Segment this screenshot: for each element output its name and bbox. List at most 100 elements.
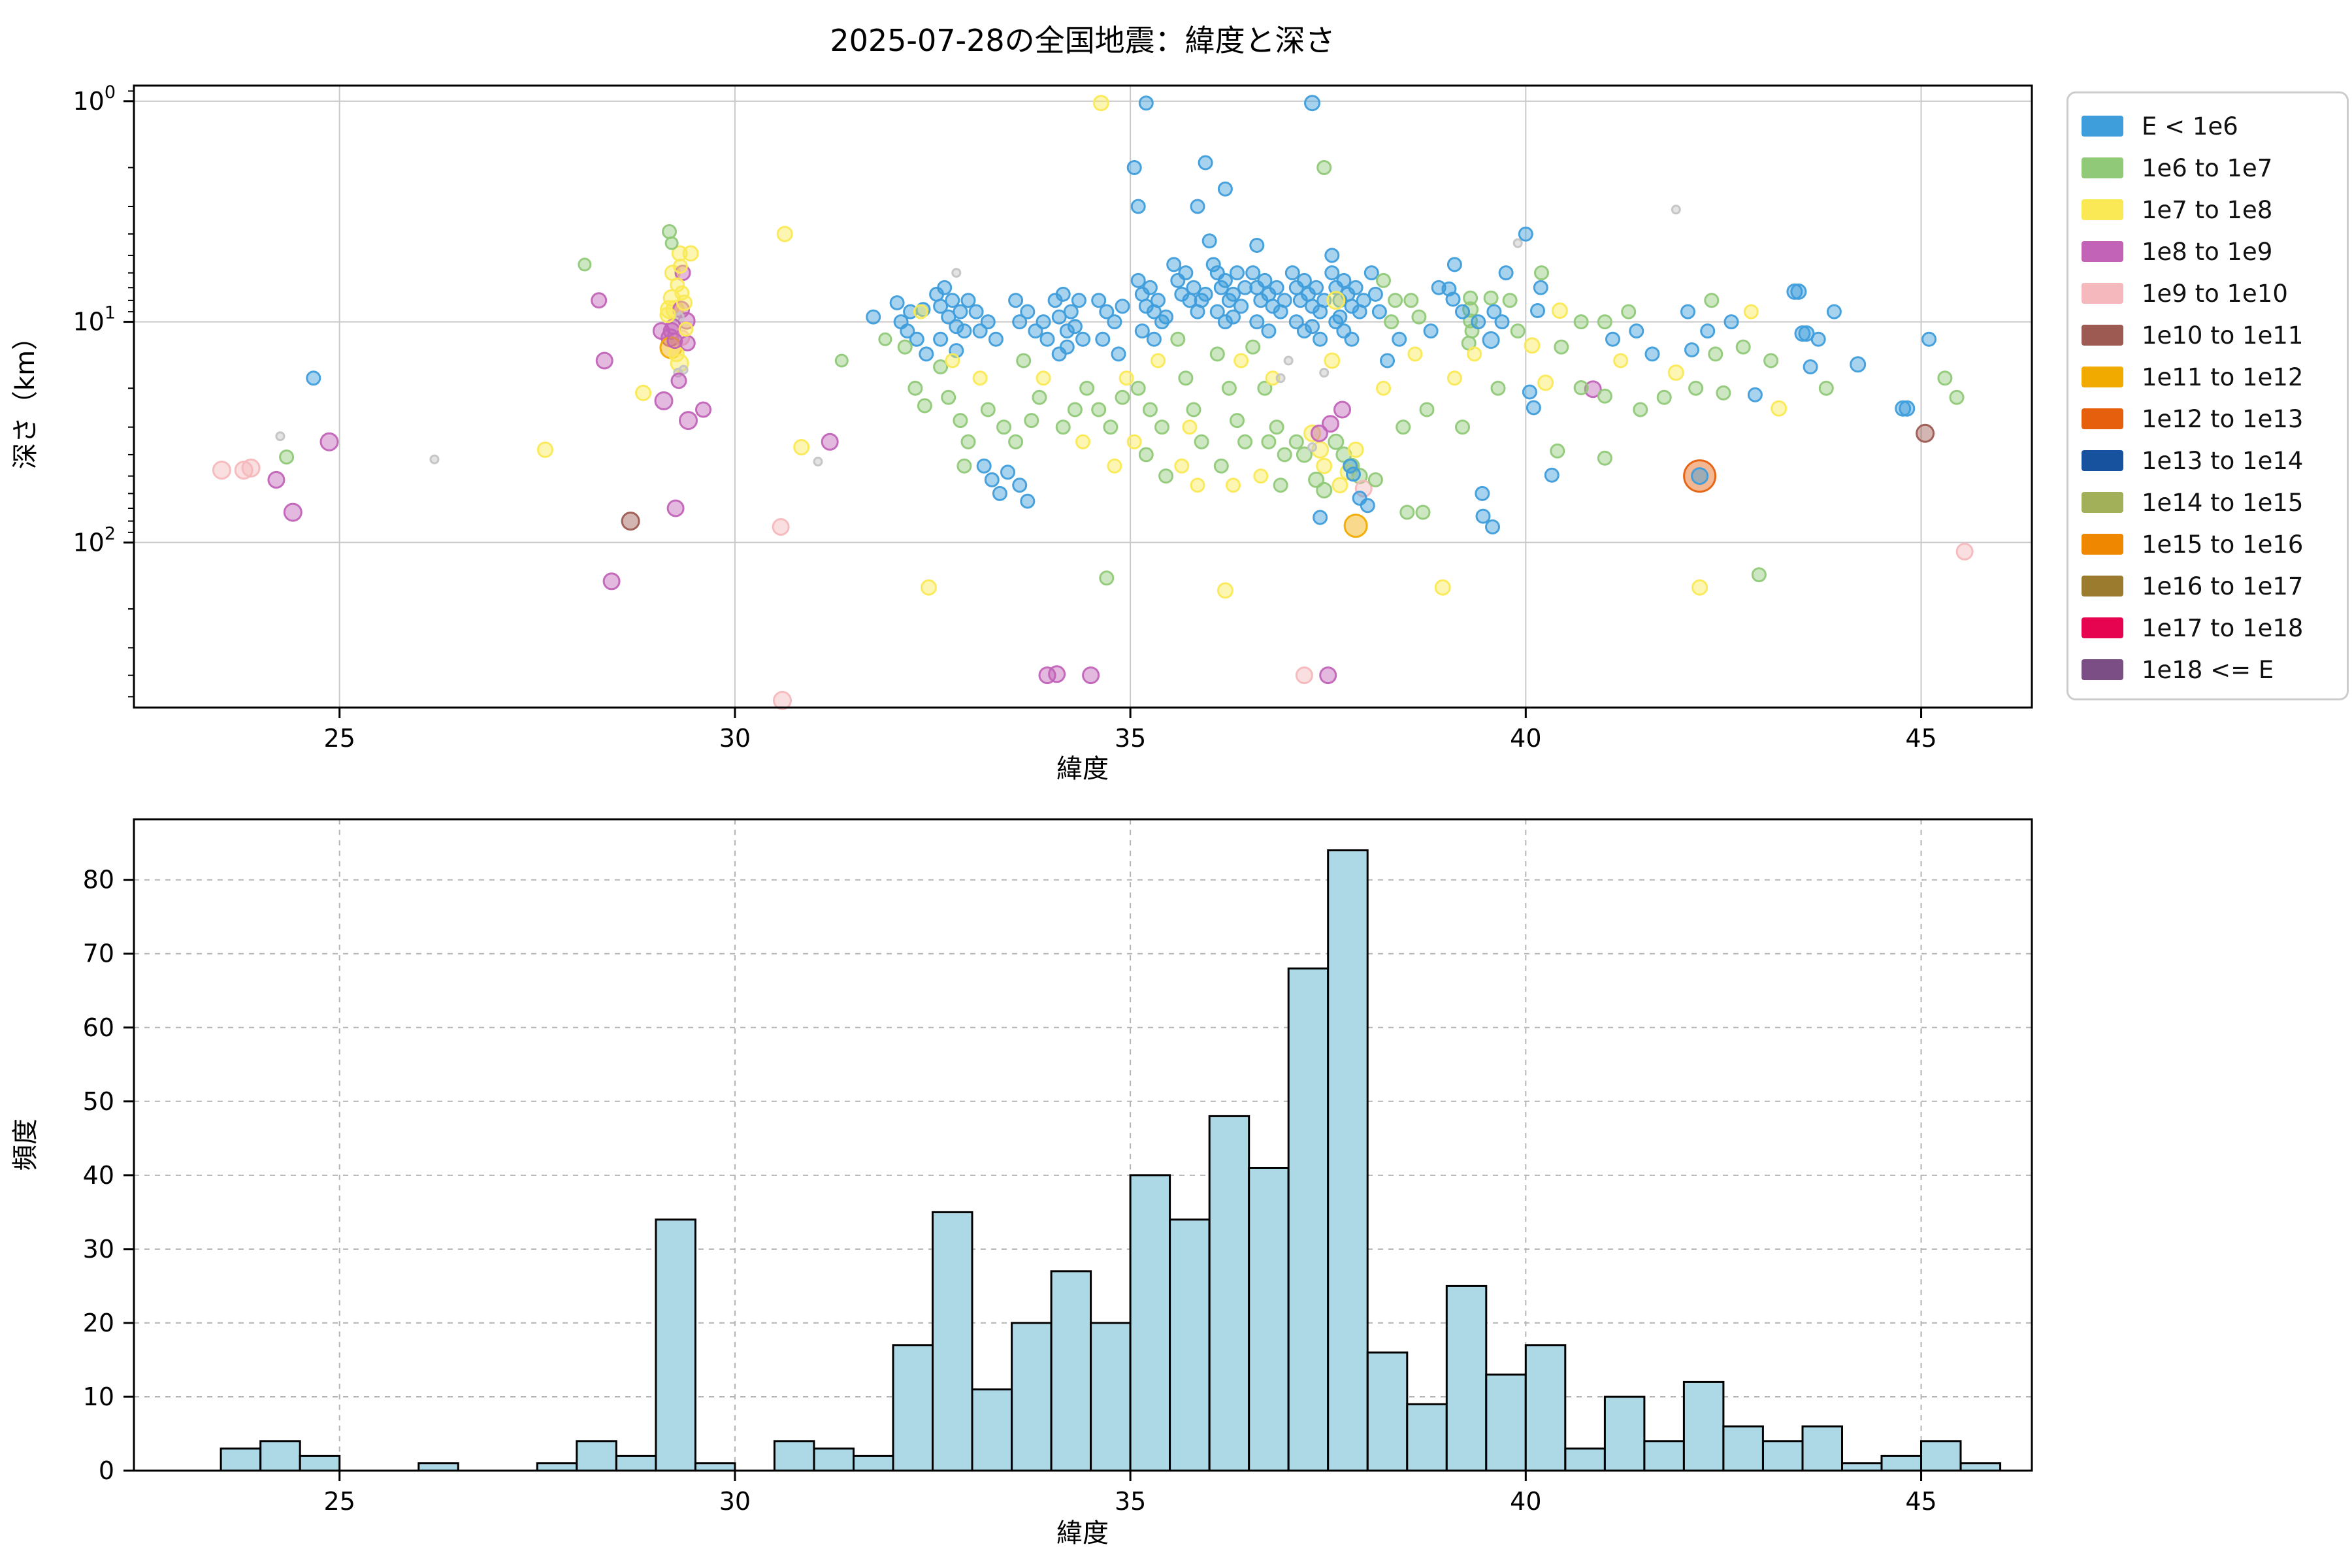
scatter-point: [1554, 339, 1569, 355]
scatter-point: [889, 295, 905, 310]
scatter-point: [1683, 459, 1717, 493]
scatter-point: [1498, 265, 1514, 281]
legend-swatch: [2082, 450, 2123, 471]
histogram-bar: [1722, 1425, 1764, 1472]
figure-title: 2025-07-28の全国地震：緯度と深さ: [830, 23, 1335, 58]
scatter-point: [1407, 346, 1423, 362]
scatter-point: [949, 319, 964, 335]
scatter-point: [1735, 339, 1751, 355]
scatter-x-tick-label: 30: [719, 724, 751, 753]
scatter-point: [602, 572, 621, 591]
legend-row: 1e11 to 1e12: [2082, 356, 2331, 398]
scatter-point: [1221, 380, 1237, 396]
scatter-point: [670, 277, 685, 293]
scatter-point: [1522, 384, 1537, 400]
scatter-point: [1138, 447, 1154, 463]
scatter-point: [1194, 434, 1209, 449]
scatter-point: [1201, 233, 1217, 249]
scatter-point: [1209, 304, 1225, 319]
scatter-point: [1273, 478, 1288, 493]
scatter-point: [1475, 485, 1490, 501]
scatter-point: [1296, 272, 1312, 288]
scatter-point: [654, 391, 674, 410]
scatter-point: [1296, 446, 1313, 463]
scatter-point: [773, 691, 792, 710]
scatter-point: [1510, 323, 1526, 339]
scatter-point: [941, 389, 956, 405]
scatter-point: [1850, 356, 1867, 373]
histogram-y-tick-label: 10: [83, 1382, 114, 1411]
scatter-point: [1533, 280, 1548, 295]
scatter-point: [1275, 373, 1286, 384]
scatter-point: [972, 323, 988, 339]
scatter-point: [1151, 293, 1166, 308]
scatter-point: [909, 331, 924, 347]
scatter-point: [1367, 472, 1383, 487]
scatter-point: [878, 332, 892, 346]
scatter-point: [1205, 257, 1221, 272]
scatter-point: [1288, 434, 1304, 449]
scatter-point: [1376, 380, 1391, 396]
scatter-point: [1573, 380, 1589, 395]
histogram-bar: [1406, 1403, 1448, 1472]
scatter-point: [1818, 380, 1834, 396]
scatter-point: [1688, 380, 1704, 396]
scatter-point: [1055, 286, 1071, 302]
scatter-point: [1347, 441, 1364, 458]
scatter-point: [980, 402, 996, 417]
scatter-point: [1331, 477, 1348, 494]
histogram-bar: [1050, 1270, 1092, 1472]
scatter-point: [1261, 323, 1277, 339]
scatter-y-tick-label: 102: [73, 523, 116, 557]
histogram-x-tick-label: 40: [1510, 1487, 1541, 1516]
scatter-point: [1344, 331, 1360, 347]
histogram-bar: [1959, 1462, 2002, 1472]
scatter-point: [1403, 293, 1419, 308]
scatter-point: [1955, 542, 1974, 561]
histogram-x-tick-label: 25: [324, 1487, 355, 1516]
scatter-point: [1367, 286, 1383, 302]
legend-swatch: [2082, 534, 2123, 555]
scatter-point: [1283, 355, 1294, 366]
scatter-point: [275, 431, 286, 442]
legend-swatch: [2082, 283, 2123, 304]
legend-swatch: [2082, 241, 2123, 262]
scatter-point: [1483, 290, 1499, 306]
histogram-xlabel: 緯度: [1056, 1518, 1109, 1548]
scatter-point: [1584, 380, 1602, 399]
scatter-x-tick-label: 35: [1115, 724, 1146, 753]
scatter-point: [1392, 331, 1407, 347]
legend-label: 1e8 to 1e9: [2142, 237, 2273, 266]
histogram-bar: [1643, 1440, 1685, 1472]
scatter-point: [897, 339, 913, 355]
scatter-point: [1324, 265, 1340, 281]
histogram-x-tick-label: 35: [1115, 1487, 1146, 1516]
histogram-tick-labels: 25 30 35 40 45 0 10 20 30 40 50 60 70 80: [83, 866, 1937, 1516]
scatter-point: [1075, 331, 1090, 347]
scatter-point: [1166, 257, 1182, 272]
histogram-bar: [813, 1447, 855, 1472]
histogram-bar: [1485, 1373, 1527, 1472]
scatter-point: [1537, 374, 1554, 391]
scatter-point: [1573, 314, 1589, 330]
scatter-point: [1319, 367, 1330, 378]
scatter-point: [956, 458, 972, 474]
scatter-point: [1257, 272, 1273, 288]
legend-swatch: [2082, 325, 2123, 346]
histogram-bar: [1564, 1447, 1606, 1472]
scatter-point: [1233, 353, 1249, 368]
scatter-point: [1826, 304, 1842, 319]
scatter-point: [1059, 323, 1075, 339]
scatter-point: [1467, 346, 1482, 362]
histogram-bar: [417, 1462, 459, 1472]
scatter-point: [1597, 450, 1612, 466]
scatter-point: [1307, 442, 1317, 452]
legend-row: 1e17 to 1e18: [2082, 607, 2331, 649]
scatter-point: [1067, 402, 1083, 417]
scatter-point: [988, 331, 1004, 347]
histogram-gridlines: [134, 819, 2032, 1471]
scatter-point: [429, 454, 440, 465]
scatter-point: [1518, 226, 1533, 242]
scatter-point: [1174, 458, 1190, 474]
